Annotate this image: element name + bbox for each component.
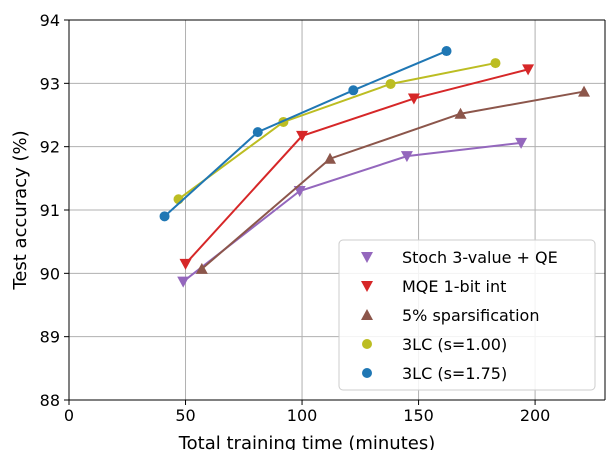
data-point-series-1: [296, 130, 309, 142]
y-tick-label: 91: [40, 201, 60, 220]
legend-label-2: 5% sparsification: [402, 306, 539, 325]
legend-label-1: MQE 1-bit int: [402, 277, 506, 296]
x-tick-label: 200: [520, 406, 551, 425]
legend-marker-4: [362, 368, 372, 378]
x-tick-label: 150: [403, 406, 434, 425]
data-point-series-4: [441, 46, 452, 57]
data-point-series-2: [195, 262, 208, 274]
data-point-series-2: [324, 152, 337, 164]
legend-label-3: 3LC (s=1.00): [402, 335, 507, 354]
series-line-2: [201, 90, 585, 270]
data-point-series-1: [522, 64, 535, 76]
legend-marker-0: [361, 252, 373, 263]
x-axis-label: Total training time (minutes): [178, 433, 436, 450]
y-tick-label: 89: [40, 328, 60, 347]
data-point-series-2: [578, 85, 591, 97]
legend-marker-2: [361, 309, 373, 320]
y-axis-label: Test accuracy (%): [10, 130, 31, 290]
data-point-series-4: [348, 85, 359, 96]
data-point-series-1: [179, 258, 192, 270]
data-point-series-4: [159, 211, 170, 222]
y-tick-label: 88: [40, 391, 60, 410]
data-point-series-3: [490, 58, 501, 69]
data-point-series-0: [293, 186, 306, 197]
data-point-series-0: [515, 137, 528, 149]
data-point-series-2: [454, 107, 467, 119]
x-tick-label: 50: [175, 406, 195, 425]
data-point-series-3: [385, 78, 396, 89]
y-tick-label: 93: [40, 74, 60, 93]
legend-label-4: 3LC (s=1.75): [402, 364, 507, 383]
x-tick-label: 0: [64, 406, 74, 425]
y-tick-label: 92: [40, 138, 60, 157]
legend-marker-1: [361, 281, 373, 292]
series-line-0: [182, 141, 522, 283]
x-tick-label: 100: [287, 406, 318, 425]
data-point-series-4: [252, 127, 263, 138]
series-line-4: [163, 50, 447, 218]
data-point-series-0: [400, 151, 413, 163]
legend-marker-3: [362, 339, 372, 349]
legend-box: [338, 239, 596, 391]
y-tick-label: 90: [40, 264, 60, 283]
data-point-series-0: [177, 276, 190, 288]
data-point-series-1: [407, 93, 420, 105]
series-line-3: [177, 62, 496, 201]
y-tick-label: 94: [40, 11, 60, 30]
legend-label-0: Stoch 3-value + QE: [402, 248, 558, 267]
series-line-1: [184, 68, 529, 265]
